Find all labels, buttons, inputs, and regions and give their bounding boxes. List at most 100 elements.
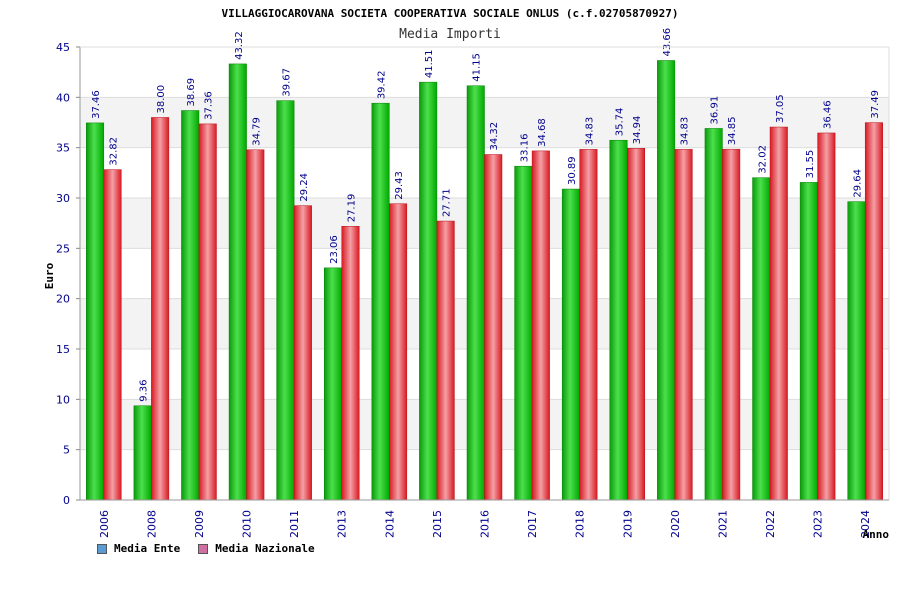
data-label-media-nazionale: 34.68 (537, 118, 548, 147)
data-label-media-nazionale: 29.43 (394, 171, 405, 200)
data-label-media-nazionale: 37.49 (870, 90, 881, 119)
data-label-media-ente: 37.46 (91, 90, 102, 119)
y-tick-label: 5 (63, 444, 70, 457)
data-label-media-nazionale: 27.71 (442, 188, 453, 217)
bar-media-ente (466, 85, 485, 501)
data-label-media-ente: 36.91 (710, 96, 721, 125)
data-label-media-ente: 43.32 (234, 31, 245, 60)
data-label-media-nazionale: 37.05 (775, 94, 786, 123)
data-label-media-nazionale: 34.32 (489, 122, 500, 151)
bar-media-nazionale (484, 154, 503, 501)
bar-media-nazionale (627, 148, 646, 501)
bar-media-ente (86, 122, 105, 501)
axes-group (76, 46, 890, 501)
data-label-media-ente: 41.51 (424, 49, 435, 78)
x-axis-label: Anno (863, 528, 890, 541)
x-tick-label: 2018 (574, 510, 587, 538)
y-tick-label: 25 (56, 242, 70, 255)
data-label-media-nazionale: 34.83 (584, 117, 595, 146)
legend: Media Ente Media Nazionale (97, 542, 315, 555)
x-tick-label: 2023 (812, 510, 825, 538)
bar-media-ente (609, 139, 628, 501)
legend-swatch-media-nazionale (198, 543, 209, 554)
x-tick-label: 2008 (145, 510, 158, 538)
bar-media-nazionale (864, 122, 883, 501)
y-axis-label: Euro (43, 262, 56, 289)
bar-media-nazionale (579, 149, 598, 501)
x-tick-label: 2016 (479, 510, 492, 538)
bar-media-nazionale (103, 169, 122, 501)
bar-media-ente (323, 267, 342, 501)
x-tick-label: 2024 (859, 510, 872, 538)
data-label-media-ente: 43.66 (662, 28, 673, 57)
x-tick-label: 2006 (98, 510, 111, 538)
data-label-media-ente: 35.74 (615, 108, 626, 137)
bar-media-nazionale (436, 220, 455, 501)
data-label-media-ente: 41.15 (472, 53, 483, 82)
bar-media-nazionale (293, 205, 312, 501)
data-label-media-ente: 39.42 (377, 71, 388, 100)
x-tick-label: 2022 (764, 510, 777, 538)
chart-subtitle: Media Importi (399, 27, 501, 42)
bar-media-ente (514, 165, 533, 501)
data-label-media-nazionale: 32.82 (109, 137, 120, 166)
data-label-media-nazionale: 37.36 (204, 91, 215, 120)
data-label-media-ente: 23.06 (329, 235, 340, 264)
x-tick-label: 2010 (241, 510, 254, 538)
bar-media-nazionale (198, 123, 217, 501)
data-labels-group: 37.46 32.82 9.36 38.00 38.69 37.36 43.32 34.79 3… (91, 28, 881, 402)
data-label-media-nazionale: 27.19 (346, 194, 357, 223)
bar-media-nazionale (151, 117, 170, 501)
data-label-media-nazionale: 34.94 (632, 116, 643, 145)
y-tick-label: 10 (56, 393, 70, 406)
data-label-media-ente: 33.16 (519, 134, 530, 163)
x-tick-label: 2021 (716, 510, 729, 538)
x-tick-label: 2013 (336, 510, 349, 538)
data-label-media-ente: 30.89 (567, 156, 578, 185)
legend-item-media-nazionale: Media Nazionale (198, 542, 315, 555)
bar-media-ente (133, 405, 152, 501)
data-label-media-ente: 9.36 (139, 380, 150, 402)
y-tick-labels: 0 5 10 15 20 25 30 35 40 45 (56, 41, 70, 507)
x-tick-label: 2011 (288, 510, 301, 538)
bar-media-nazionale (389, 203, 408, 501)
x-tick-label: 2009 (193, 510, 206, 538)
bar-media-nazionale (722, 148, 741, 501)
x-tick-label: 2014 (383, 510, 396, 538)
bar-media-ente (752, 177, 771, 501)
data-label-media-ente: 39.67 (281, 68, 292, 97)
data-label-media-nazionale: 38.00 (156, 85, 167, 114)
chart-title: VILLAGGIOCAROVANA SOCIETA COOPERATIVA SO… (222, 7, 679, 20)
bar-media-ente (228, 63, 247, 501)
y-tick-label: 35 (56, 142, 70, 155)
legend-label-media-ente: Media Ente (114, 542, 181, 555)
bar-media-ente (419, 81, 438, 501)
data-label-media-ente: 38.69 (186, 78, 197, 107)
bars-group (86, 60, 883, 501)
data-label-media-nazionale: 34.85 (727, 117, 738, 146)
x-tick-label: 2020 (669, 510, 682, 538)
bar-media-ente (561, 188, 580, 501)
x-tick-label: 2017 (526, 510, 539, 538)
data-label-media-nazionale: 29.24 (299, 173, 310, 202)
bar-media-ente (657, 60, 676, 501)
bar-media-ente (371, 102, 390, 501)
bar-media-nazionale (246, 149, 265, 501)
data-label-media-nazionale: 34.83 (680, 117, 691, 146)
bar-media-nazionale (674, 149, 693, 501)
bar-media-ente (799, 182, 818, 501)
bar-media-ente (181, 110, 200, 501)
bar-media-ente (847, 201, 866, 501)
bar-media-nazionale (341, 226, 360, 501)
data-label-media-ente: 29.64 (852, 169, 863, 198)
legend-swatch-media-ente (97, 543, 107, 554)
bar-media-nazionale (531, 150, 550, 501)
legend-label-media-nazionale: Media Nazionale (215, 542, 315, 555)
x-tick-label: 2015 (431, 510, 444, 538)
y-tick-label: 20 (56, 293, 70, 306)
y-tick-label: 30 (56, 192, 70, 205)
data-label-media-nazionale: 36.46 (822, 100, 833, 129)
x-tick-labels: 2006 2008 2009 2010 2011 2013 2014 2015 2016 2017… (98, 510, 872, 538)
y-tick-label: 45 (56, 41, 70, 54)
